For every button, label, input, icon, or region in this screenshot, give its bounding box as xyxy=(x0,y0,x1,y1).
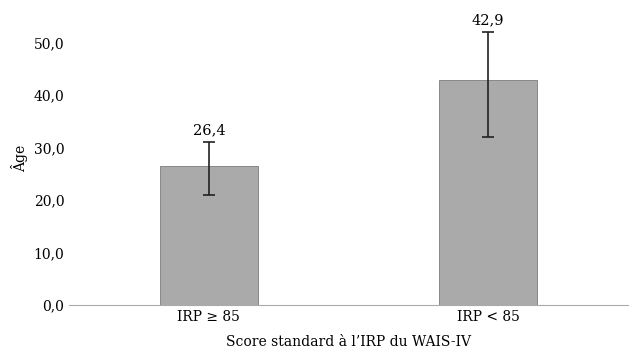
Text: 42,9: 42,9 xyxy=(472,13,504,27)
Bar xyxy=(160,166,258,305)
Bar xyxy=(440,80,537,305)
X-axis label: Score standard à l’IRP du WAIS-IV: Score standard à l’IRP du WAIS-IV xyxy=(226,335,471,349)
Text: 26,4: 26,4 xyxy=(192,123,225,137)
Y-axis label: Âge: Âge xyxy=(11,144,28,172)
